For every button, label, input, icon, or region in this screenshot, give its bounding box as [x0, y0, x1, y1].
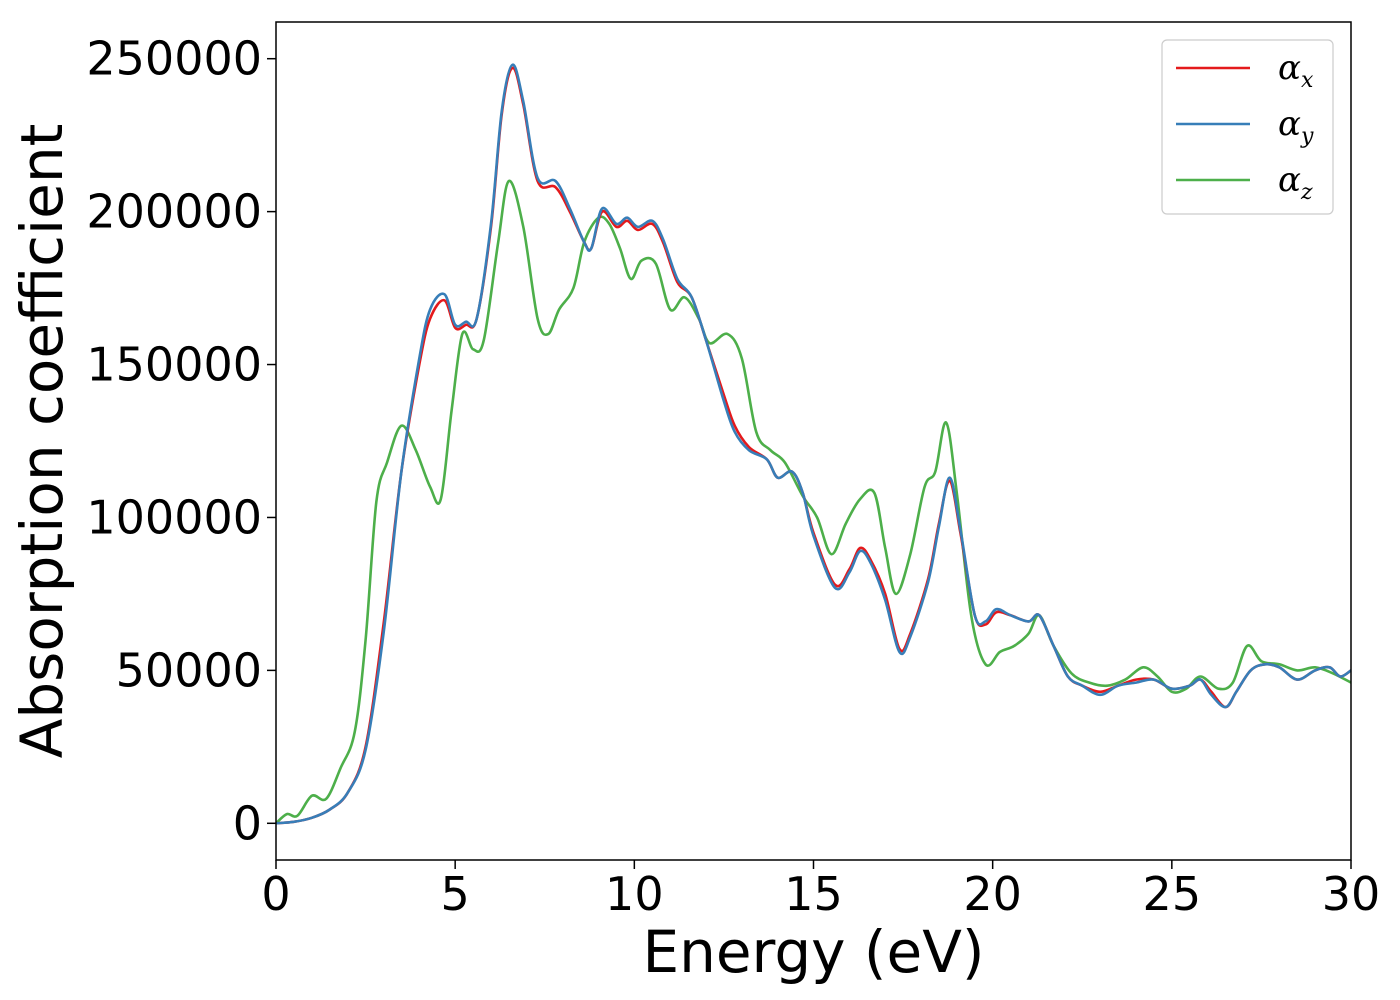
y-tick-label: 100000 — [86, 490, 262, 544]
legend-label-alpha-z: αz — [1278, 160, 1313, 205]
y-tick-label: 50000 — [116, 643, 262, 697]
legend-label-symbol: α — [1278, 160, 1301, 200]
x-axis-ticks: 0 5 10 15 20 25 30 — [261, 860, 1380, 921]
legend-label-subscript: x — [1301, 68, 1314, 93]
y-tick-label: 250000 — [86, 32, 262, 86]
legend-label-alpha-x: αx — [1278, 48, 1314, 93]
x-tick-label: 5 — [441, 867, 470, 921]
y-axis-ticks: 0 50000 100000 150000 200000 250000 — [86, 32, 276, 850]
series-line-alpha-y — [275, 63, 1352, 825]
legend-box — [1161, 39, 1334, 215]
legend-label-alpha-y: αy — [1278, 104, 1314, 149]
x-tick-label: 15 — [784, 867, 843, 921]
y-tick-label: 200000 — [86, 185, 262, 239]
series-layer — [275, 63, 1352, 825]
y-tick-label: 0 — [233, 796, 262, 850]
x-tick-label: 25 — [1143, 867, 1202, 921]
x-tick-label: 10 — [605, 867, 664, 921]
x-tick-label: 30 — [1322, 867, 1381, 921]
legend-label-subscript: z — [1300, 180, 1313, 205]
y-axis-label: Absorption coefficient — [8, 124, 76, 759]
x-tick-label: 0 — [261, 867, 290, 921]
legend-label-subscript: y — [1300, 124, 1314, 149]
legend-label-symbol: α — [1278, 48, 1301, 88]
series-line-alpha-z — [275, 179, 1352, 825]
legend-label-symbol: α — [1278, 104, 1301, 144]
y-tick-label: 150000 — [86, 338, 262, 392]
x-tick-label: 20 — [963, 867, 1022, 921]
x-axis-label: Energy (eV) — [642, 918, 984, 986]
